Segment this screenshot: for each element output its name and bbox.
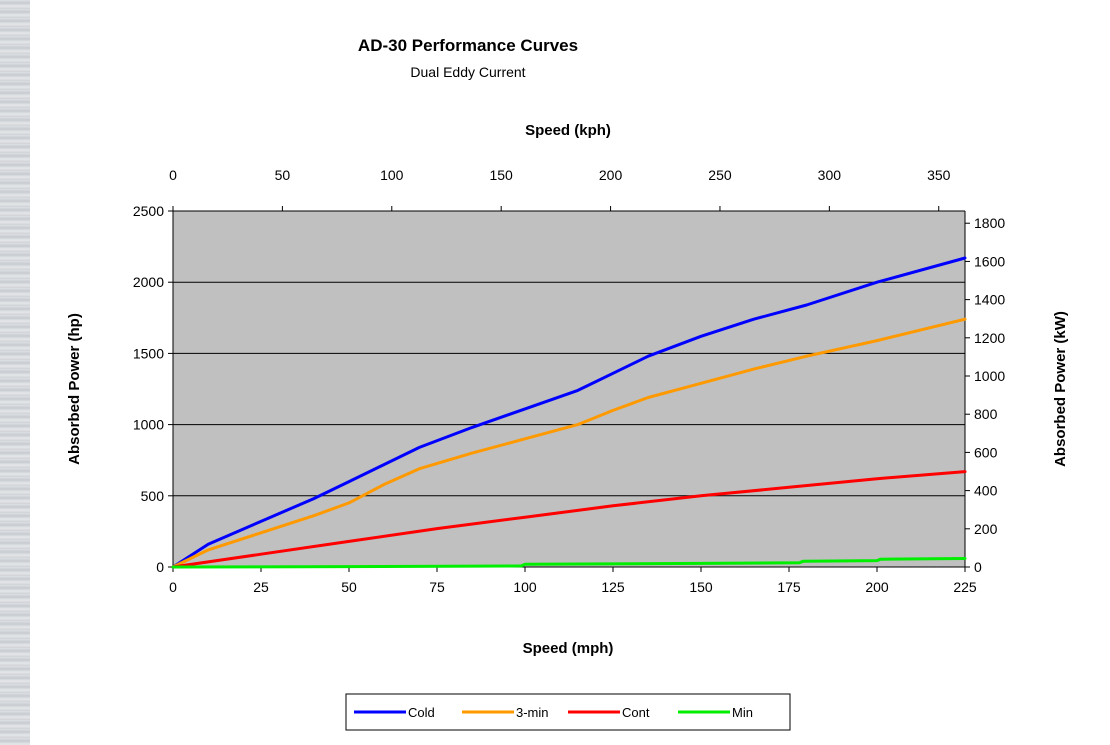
y-tick-label-2500: 2500: [133, 203, 164, 219]
x-tick-label-175: 175: [777, 579, 801, 595]
y2-tick-label-0: 0: [974, 559, 982, 575]
x2-tick-label-300: 300: [818, 167, 842, 183]
y-tick-label-500: 500: [141, 488, 165, 504]
series-lines: [171, 256, 967, 569]
series-line-cold: [171, 256, 967, 569]
x-axis-title: Speed (mph): [523, 640, 614, 657]
axes: 0 25 50 75 100 125 150 175 200 225 0 50 100 150 200 250…: [133, 167, 1006, 595]
y2-tick-label-1000: 1000: [974, 368, 1005, 384]
legend-label-cont: Cont: [622, 705, 650, 720]
x-tick-label-150: 150: [689, 579, 713, 595]
chart-title: AD-30 Performance Curves: [358, 36, 578, 55]
x-tick-label-125: 125: [601, 579, 625, 595]
y-tick-label-1500: 1500: [133, 345, 164, 361]
plot-area: [173, 211, 965, 567]
series-line-min: [171, 557, 967, 569]
x-tick-label-50: 50: [341, 579, 357, 595]
y2-tick-label-400: 400: [974, 483, 998, 499]
chart-subtitle: Dual Eddy Current: [410, 64, 525, 80]
y2-tick-label-800: 800: [974, 406, 998, 422]
x-tick-label-0: 0: [169, 579, 177, 595]
y-tick-label-1000: 1000: [133, 417, 164, 433]
x2-tick-label-250: 250: [708, 167, 732, 183]
y-tick-label-2000: 2000: [133, 274, 164, 290]
y2-axis-title: Absorbed Power (kW): [1052, 311, 1069, 467]
y2-tick-label-200: 200: [974, 521, 998, 537]
y2-tick-label-1200: 1200: [974, 330, 1005, 346]
series-line-3-min: [171, 317, 967, 569]
legend-label-3-min: 3-min: [516, 705, 549, 720]
legend-label-cold: Cold: [408, 705, 435, 720]
x-tick-label-200: 200: [865, 579, 889, 595]
x2-tick-label-0: 0: [169, 167, 177, 183]
chart-svg: AD-30 Performance Curves Dual Eddy Curre…: [66, 36, 1069, 731]
y-tick-label-0: 0: [156, 559, 164, 575]
x2-tick-label-200: 200: [599, 167, 623, 183]
chart-panel: AD-30 Performance Curves Dual Eddy Curre…: [30, 0, 1110, 745]
legend: Cold 3-min Cont Min: [345, 693, 791, 731]
x2-tick-label-100: 100: [380, 167, 404, 183]
x-tick-label-75: 75: [429, 579, 445, 595]
x-tick-label-100: 100: [513, 579, 537, 595]
y-axis-title: Absorbed Power (hp): [66, 313, 83, 465]
x2-tick-label-50: 50: [275, 167, 291, 183]
x2-tick-label-350: 350: [927, 167, 951, 183]
x2-tick-label-150: 150: [489, 167, 513, 183]
series-line-cont: [171, 470, 967, 569]
y2-tick-label-600: 600: [974, 444, 998, 460]
y2-tick-label-1400: 1400: [974, 292, 1005, 308]
x2-axis-title: Speed (kph): [525, 122, 611, 139]
legend-label-min: Min: [732, 705, 753, 720]
y2-tick-label-1600: 1600: [974, 253, 1005, 269]
x-tick-label-25: 25: [253, 579, 269, 595]
y2-tick-label-1800: 1800: [974, 215, 1005, 231]
x-tick-label-225: 225: [953, 579, 977, 595]
